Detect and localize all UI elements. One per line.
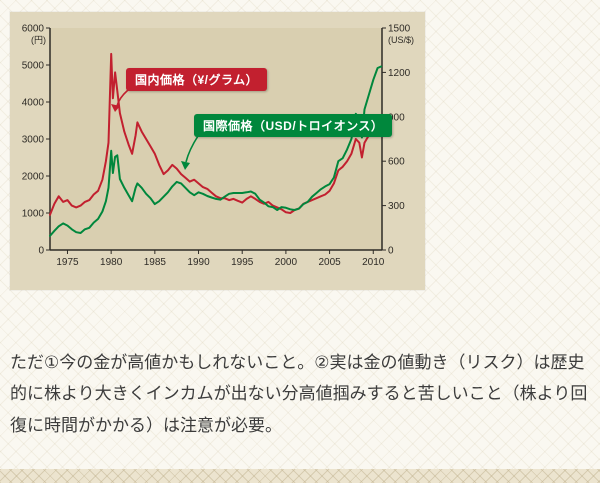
svg-text:2010: 2010	[362, 257, 385, 268]
svg-text:1200: 1200	[388, 68, 411, 79]
svg-text:6000: 6000	[22, 24, 45, 35]
svg-text:1980: 1980	[100, 257, 123, 268]
right-axis-unit-label: (US/$)	[388, 35, 414, 45]
svg-text:1975: 1975	[56, 257, 79, 268]
svg-text:1990: 1990	[187, 257, 210, 268]
svg-text:2000: 2000	[275, 257, 298, 268]
legend-international-price-callout: 国際価格（USD/トロイオンス）	[194, 114, 393, 137]
commentary-paragraph: ただ①今の金が高値かもしれないこと。②実は金の値動き（リスク）は歴史的に株より大…	[10, 353, 588, 435]
gold-price-chart-panel: 0 1000 2000 3000 4000 5000 6000 0 300 600 900 1200 1…	[10, 12, 425, 290]
svg-text:2000: 2000	[22, 172, 45, 183]
gold-price-chart: 0 1000 2000 3000 4000 5000 6000 0 300 600 900 1200 1…	[22, 24, 414, 269]
svg-text:0: 0	[388, 246, 394, 257]
svg-text:4000: 4000	[22, 98, 45, 109]
svg-text:1500: 1500	[388, 24, 411, 35]
svg-text:300: 300	[388, 201, 405, 212]
footer-pattern-strip	[0, 469, 600, 483]
svg-text:5000: 5000	[22, 61, 45, 72]
svg-text:600: 600	[388, 157, 405, 168]
left-axis-unit-label: (円)	[31, 35, 46, 45]
svg-text:1985: 1985	[144, 257, 167, 268]
svg-text:3000: 3000	[22, 135, 45, 146]
svg-text:900: 900	[388, 112, 405, 123]
svg-text:1000: 1000	[22, 209, 45, 220]
legend-domestic-price-callout: 国内価格（¥/グラム）	[126, 68, 268, 91]
svg-text:2005: 2005	[318, 257, 341, 268]
svg-text:1995: 1995	[231, 257, 254, 268]
svg-text:0: 0	[38, 246, 44, 257]
